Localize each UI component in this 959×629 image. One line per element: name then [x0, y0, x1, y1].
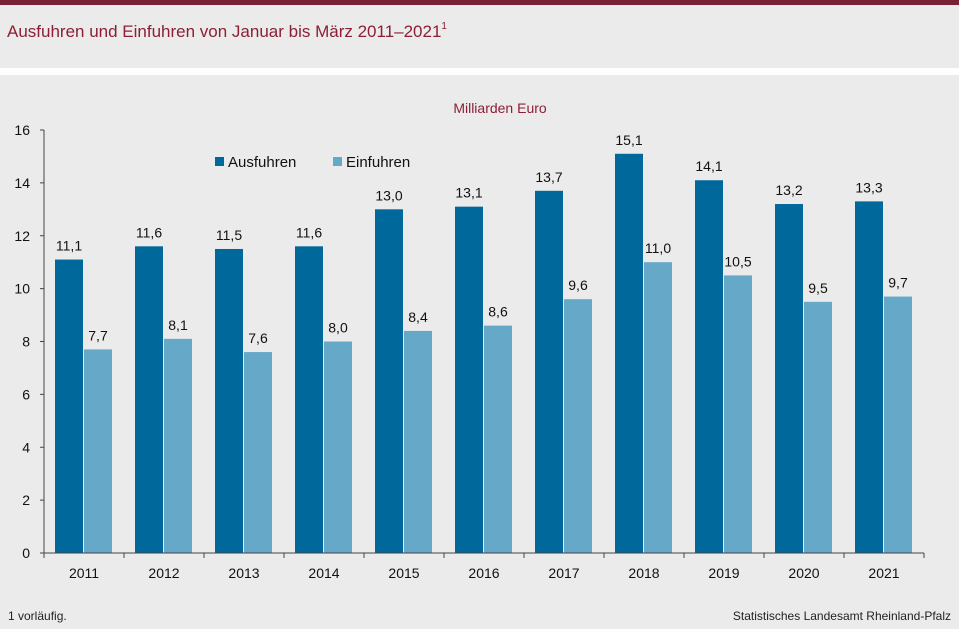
y-tick-label-16: 16 — [14, 122, 30, 138]
bar-label-ausfuhren-2019: 14,1 — [695, 158, 722, 174]
legend-label-ausfuhren: Ausfuhren — [228, 154, 296, 171]
bar-label-ausfuhren-2018: 15,1 — [615, 132, 642, 148]
y-tick-label-2: 2 — [22, 492, 30, 508]
y-tick-label-10: 10 — [14, 281, 30, 297]
top-rule — [0, 0, 959, 5]
bar-einfuhren-2018 — [644, 262, 672, 553]
bars-layer — [55, 153, 912, 553]
bar-label-einfuhren-2016: 8,6 — [488, 304, 508, 320]
y-tick-label-4: 4 — [22, 439, 30, 455]
x-tick-label-2019: 2019 — [708, 565, 739, 581]
bar-ausfuhren-2017 — [535, 190, 563, 553]
bar-ausfuhren-2014 — [295, 246, 323, 553]
x-tick-label-2011: 2011 — [69, 565, 99, 581]
bar-einfuhren-2021 — [884, 296, 912, 553]
bar-ausfuhren-2016 — [455, 206, 483, 553]
x-tick-label-2012: 2012 — [148, 565, 179, 581]
bar-einfuhren-2017 — [564, 299, 592, 553]
bar-label-ausfuhren-2017: 13,7 — [535, 169, 562, 185]
bar-label-einfuhren-2018: 11,0 — [645, 240, 671, 256]
bar-ausfuhren-2018 — [615, 153, 643, 553]
bar-label-einfuhren-2015: 8,4 — [408, 309, 428, 325]
x-tick-label-2020: 2020 — [788, 565, 819, 581]
chart-title: Ausfuhren und Einfuhren von Januar bis M… — [7, 21, 447, 41]
bar-label-einfuhren-2021: 9,7 — [888, 275, 908, 291]
bar-label-einfuhren-2017: 9,6 — [568, 277, 588, 293]
footnote: 1 vorläufig. — [8, 609, 67, 623]
bar-label-ausfuhren-2012: 11,6 — [136, 224, 162, 240]
bar-label-ausfuhren-2020: 13,2 — [775, 182, 802, 198]
bar-einfuhren-2016 — [484, 325, 512, 553]
bar-label-einfuhren-2020: 9,5 — [808, 280, 828, 296]
x-tick-label-2017: 2017 — [548, 565, 579, 581]
bar-ausfuhren-2021 — [855, 201, 883, 553]
bar-label-einfuhren-2019: 10,5 — [724, 253, 751, 269]
bar-label-ausfuhren-2011: 11,1 — [56, 238, 82, 254]
legend: Ausfuhren Einfuhren — [215, 154, 410, 171]
legend-label-einfuhren: Einfuhren — [346, 154, 410, 171]
unit-label: Milliarden Euro — [453, 100, 547, 116]
header-divider — [0, 68, 959, 75]
bar-einfuhren-2011 — [84, 349, 112, 553]
bar-ausfuhren-2019 — [695, 180, 723, 553]
bar-ausfuhren-2015 — [375, 209, 403, 553]
bar-einfuhren-2013 — [244, 352, 272, 553]
x-tick-label-2013: 2013 — [228, 565, 259, 581]
x-tick-label-2018: 2018 — [628, 565, 659, 581]
bar-einfuhren-2012 — [164, 338, 192, 553]
x-tick-label-2021: 2021 — [868, 565, 899, 581]
axes-layer — [40, 129, 925, 558]
title-footnote-mark: 1 — [441, 21, 447, 32]
bar-ausfuhren-2020 — [775, 204, 803, 553]
bar-label-einfuhren-2014: 8,0 — [328, 320, 348, 336]
bar-label-einfuhren-2012: 8,1 — [168, 317, 188, 333]
bar-ausfuhren-2012 — [135, 246, 163, 553]
y-tick-label-14: 14 — [14, 175, 30, 191]
x-tick-label-2015: 2015 — [388, 565, 419, 581]
bar-label-ausfuhren-2021: 13,3 — [855, 179, 882, 195]
bar-einfuhren-2020 — [804, 301, 832, 553]
bar-ausfuhren-2013 — [215, 248, 243, 553]
bar-label-ausfuhren-2016: 13,1 — [455, 185, 482, 201]
bar-label-einfuhren-2013: 7,6 — [248, 330, 268, 346]
bar-einfuhren-2015 — [404, 330, 432, 553]
bar-label-einfuhren-2011: 7,7 — [88, 327, 108, 343]
y-tick-label-8: 8 — [22, 334, 30, 350]
legend-swatch-ausfuhren — [215, 157, 224, 166]
y-tick-label-0: 0 — [22, 545, 30, 561]
bar-einfuhren-2019 — [724, 275, 752, 553]
bar-label-ausfuhren-2014: 11,6 — [296, 224, 322, 240]
labels-layer: 11,17,7201111,68,1201211,57,6201311,68,0… — [14, 122, 908, 581]
bar-einfuhren-2014 — [324, 341, 352, 553]
bar-ausfuhren-2011 — [55, 259, 83, 553]
legend-swatch-einfuhren — [333, 157, 342, 166]
bar-label-ausfuhren-2015: 13,0 — [375, 187, 402, 203]
y-tick-label-6: 6 — [22, 386, 30, 402]
y-tick-label-12: 12 — [14, 228, 30, 244]
source-credit: Statistisches Landesamt Rheinland-Pfalz — [732, 609, 951, 623]
x-tick-label-2014: 2014 — [308, 565, 339, 581]
x-tick-label-2016: 2016 — [468, 565, 499, 581]
bar-label-ausfuhren-2013: 11,5 — [216, 227, 242, 243]
